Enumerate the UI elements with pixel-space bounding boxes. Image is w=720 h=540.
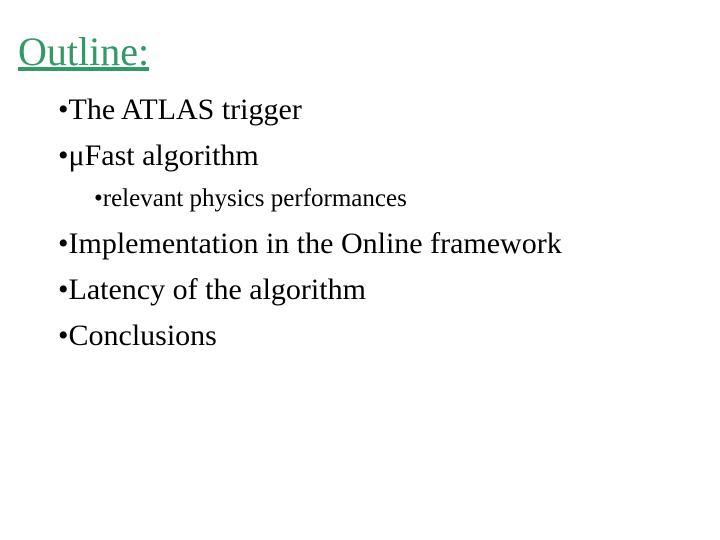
bullet-marker: • bbox=[58, 319, 69, 352]
bullet-text: The ATLAS trigger bbox=[69, 93, 302, 126]
bullet-item-1: •The ATLAS trigger bbox=[58, 93, 702, 127]
slide-title: Outline: bbox=[18, 28, 702, 75]
bullet-text: relevant physics performances bbox=[103, 185, 407, 212]
bullet-marker: • bbox=[58, 93, 69, 126]
bullet-marker: • bbox=[94, 185, 103, 212]
bullet-text: Latency of the algorithm bbox=[69, 273, 366, 306]
bullet-item-4: •Latency of the algorithm bbox=[58, 273, 702, 307]
bullet-item-5: •Conclusions bbox=[58, 319, 702, 353]
mu-symbol: μ bbox=[69, 139, 85, 172]
bullet-text: Conclusions bbox=[69, 319, 217, 352]
bullet-text: Implementation in the Online framework bbox=[69, 227, 562, 260]
bullet-text: Fast algorithm bbox=[85, 139, 259, 172]
bullet-item-2: •μFast algorithm bbox=[58, 139, 702, 173]
bullet-item-2-1: •relevant physics performances bbox=[94, 185, 702, 213]
bullet-marker: • bbox=[58, 139, 69, 172]
bullet-marker: • bbox=[58, 227, 69, 260]
slide: Outline: •The ATLAS trigger •μFast algor… bbox=[0, 0, 720, 540]
bullet-marker: • bbox=[58, 273, 69, 306]
bullet-item-3: •Implementation in the Online framework bbox=[58, 227, 702, 261]
